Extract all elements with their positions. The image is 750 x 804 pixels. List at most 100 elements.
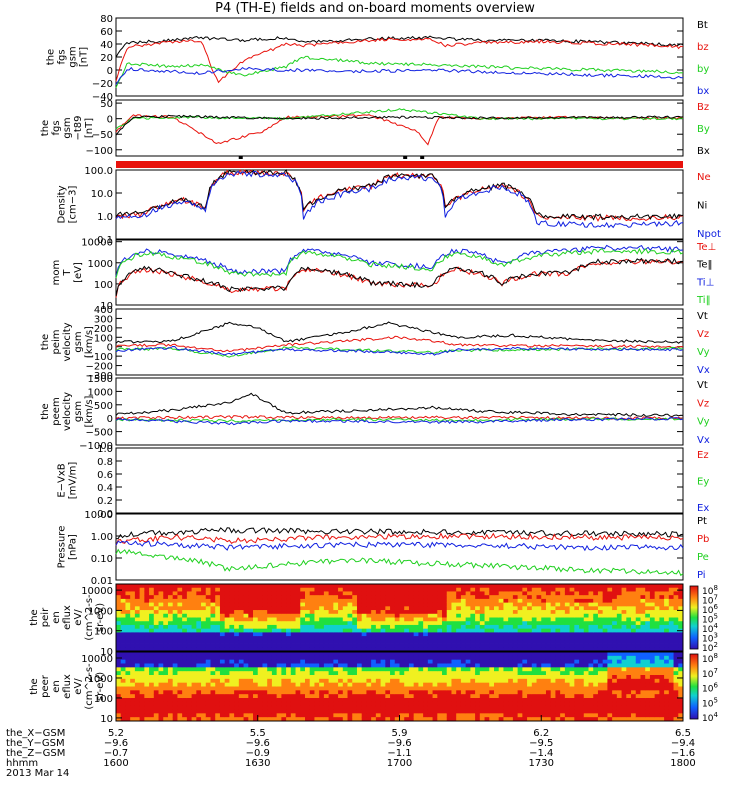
heatmap-cell: [371, 624, 377, 630]
heatmap-cell: [635, 636, 641, 641]
heatmap-cell: [527, 663, 533, 668]
heatmap-cell: [314, 667, 320, 672]
heatmap-cell: [593, 591, 599, 596]
heatmap-cell: [177, 678, 183, 684]
heatmap-cell: [583, 671, 589, 676]
heatmap-cell: [408, 613, 415, 618]
heatmap-cell: [612, 636, 618, 641]
heatmap-cell: [196, 675, 202, 680]
heatmap-cell: [167, 617, 174, 622]
heatmap-cell: [616, 621, 622, 626]
heatmap-cell: [597, 659, 604, 664]
heatmap-cell: [153, 624, 159, 630]
heatmap-cell: [607, 613, 613, 618]
heatmap-cell: [347, 686, 353, 691]
heatmap-cell: [182, 709, 188, 714]
heatmap-cell: [130, 659, 136, 664]
heatmap-cell: [654, 617, 660, 622]
heatmap-cell: [385, 667, 391, 672]
heatmap-cell: [134, 671, 141, 676]
heatmap-cell: [418, 690, 424, 695]
heatmap-cell: [309, 632, 315, 637]
heatmap-cell: [186, 682, 193, 687]
heatmap-cell: [186, 667, 193, 672]
ytick-label: 200: [94, 324, 113, 335]
heatmap-cell: [408, 632, 415, 637]
heatmap-cell: [527, 587, 533, 592]
heatmap-cell: [295, 595, 301, 600]
heatmap-cell: [626, 639, 632, 644]
heatmap-cell: [234, 587, 240, 592]
heatmap-cell: [234, 652, 240, 657]
heatmap-cell: [508, 613, 514, 618]
heatmap-cell: [319, 621, 325, 626]
heatmap-cell: [494, 698, 500, 703]
heatmap-cell: [342, 639, 348, 644]
heatmap-cell: [631, 628, 637, 633]
heatmap-cell: [201, 647, 207, 652]
heatmap-cell: [583, 682, 589, 687]
heatmap-cell: [262, 667, 268, 672]
heatmap-cell: [219, 606, 226, 611]
heatmap-cell: [153, 686, 159, 691]
heatmap-cell: [479, 584, 485, 589]
heatmap-cell: [177, 663, 183, 668]
heatmap-cell: [602, 595, 608, 600]
heatmap-cell: [460, 686, 467, 691]
heatmap-cell: [205, 598, 211, 604]
heatmap-cell: [508, 610, 514, 615]
heatmap-cell: [158, 682, 164, 687]
heatmap-cell: [602, 678, 608, 684]
heatmap-cell: [390, 709, 396, 714]
ytick-label: 0: [107, 414, 113, 425]
heatmap-cell: [442, 587, 448, 592]
heatmap-cell: [191, 678, 197, 684]
heatmap-cell: [640, 624, 646, 630]
heatmap-cell: [390, 591, 396, 596]
heatmap-cell: [262, 659, 268, 664]
heatmap-cell: [470, 701, 476, 707]
heatmap-cell: [342, 584, 348, 589]
heatmap-cell: [300, 584, 306, 589]
heatmap-cell: [385, 705, 391, 710]
heatmap-cell: [423, 652, 429, 657]
heatmap-cell: [451, 671, 457, 676]
heatmap-cell: [451, 682, 457, 687]
heatmap-cell: [290, 628, 296, 633]
heatmap-cell: [451, 690, 457, 695]
heatmap-cell: [522, 587, 528, 592]
heatmap-cell: [673, 595, 679, 600]
heatmap-cell: [645, 659, 651, 664]
heatmap-cell: [555, 678, 561, 684]
heatmap-cell: [385, 643, 391, 648]
heatmap-cell: [531, 675, 537, 680]
series-Vt: [115, 392, 684, 418]
heatmap-cell: [352, 587, 358, 592]
heatmap-cell: [437, 632, 443, 637]
heatmap-cell: [215, 606, 221, 611]
heatmap-cell: [404, 655, 410, 661]
heatmap-cell: [489, 690, 495, 695]
heatmap-cell: [267, 606, 273, 611]
heatmap-cell: [177, 610, 183, 615]
heatmap-cell: [356, 610, 363, 615]
heatmap-cell: [229, 636, 235, 641]
heatmap-cell: [626, 667, 632, 672]
heatmap-cell: [305, 610, 311, 615]
heatmap-cell: [219, 690, 226, 695]
heatmap-cell: [276, 675, 282, 680]
heatmap-cell: [408, 636, 415, 641]
heatmap-cell: [380, 694, 386, 699]
heatmap-cell: [588, 713, 594, 718]
heatmap-cell: [612, 643, 618, 648]
ytick-label: 60: [100, 27, 113, 38]
heatmap-cell: [116, 690, 122, 695]
heatmap-cell: [451, 678, 457, 684]
heatmap-cell: [626, 671, 632, 676]
heatmap-cell: [394, 713, 400, 718]
heatmap-cell: [508, 698, 514, 703]
heatmap-cell: [626, 655, 632, 661]
heatmap-cell: [427, 639, 433, 644]
heatmap-cell: [635, 606, 641, 611]
heatmap-cell: [588, 624, 594, 630]
